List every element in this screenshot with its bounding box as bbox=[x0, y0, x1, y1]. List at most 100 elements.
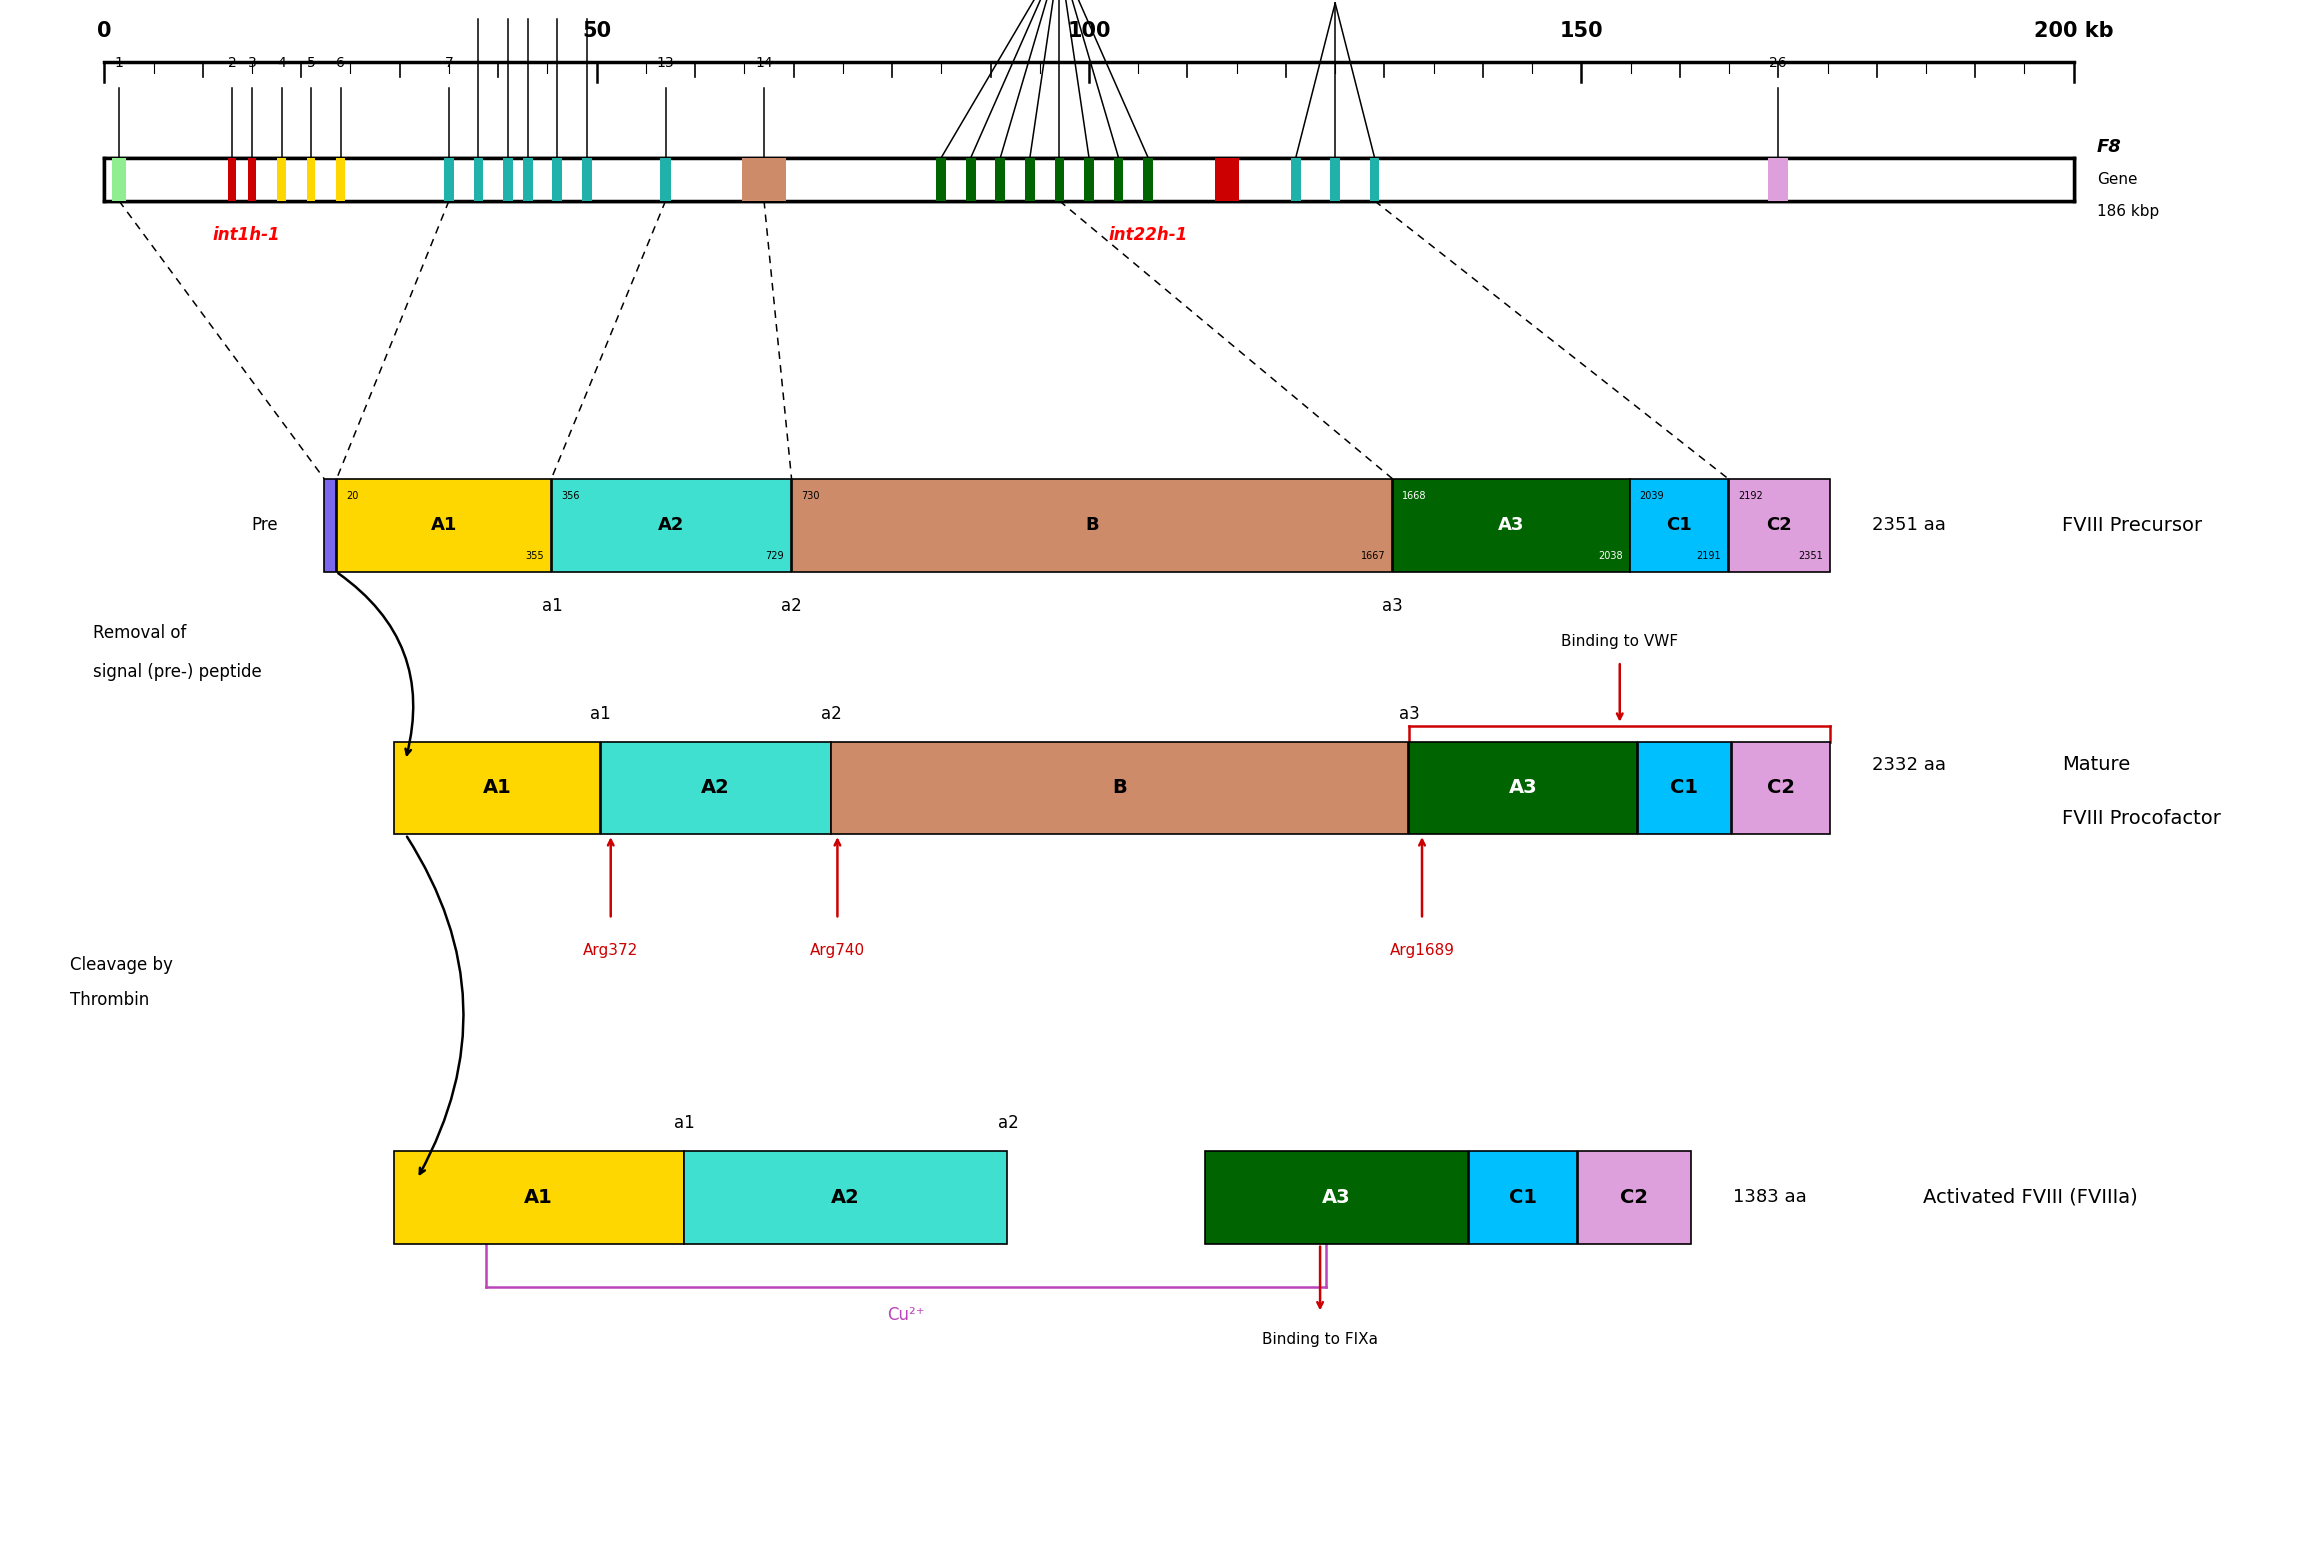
Text: A2: A2 bbox=[832, 1188, 860, 1207]
Text: Arg372: Arg372 bbox=[584, 942, 639, 958]
Text: 1: 1 bbox=[114, 56, 123, 71]
Text: A3: A3 bbox=[1323, 1188, 1351, 1207]
Text: 3: 3 bbox=[248, 56, 257, 71]
Bar bbox=[111, 158, 127, 201]
Text: 2351: 2351 bbox=[1798, 552, 1823, 561]
Text: A2: A2 bbox=[702, 779, 730, 797]
Text: a1: a1 bbox=[542, 596, 563, 615]
Bar bbox=[1393, 479, 1629, 572]
Bar bbox=[1024, 158, 1036, 201]
Text: a3: a3 bbox=[1399, 705, 1420, 723]
Bar bbox=[1214, 158, 1240, 201]
Text: 1383 aa: 1383 aa bbox=[1733, 1188, 1807, 1207]
Text: 729: 729 bbox=[765, 552, 783, 561]
Text: Gene: Gene bbox=[2097, 171, 2136, 187]
Bar bbox=[1409, 742, 1638, 834]
Bar bbox=[278, 158, 285, 201]
Bar bbox=[1469, 1151, 1578, 1244]
Bar bbox=[1205, 1151, 1469, 1244]
Text: F8: F8 bbox=[2097, 138, 2122, 156]
Text: B: B bbox=[1112, 779, 1128, 797]
Text: 5: 5 bbox=[306, 56, 315, 71]
Bar bbox=[551, 479, 790, 572]
Text: 2: 2 bbox=[227, 56, 236, 71]
Text: 100: 100 bbox=[1068, 22, 1110, 40]
Bar bbox=[741, 158, 785, 201]
Text: 20: 20 bbox=[345, 491, 359, 501]
Text: int22h-1: int22h-1 bbox=[1108, 226, 1189, 244]
Bar bbox=[1731, 742, 1830, 834]
Bar bbox=[832, 742, 1409, 834]
Text: FVIII Procofactor: FVIII Procofactor bbox=[2062, 810, 2222, 828]
Text: C2: C2 bbox=[1768, 779, 1796, 797]
Bar bbox=[551, 158, 563, 201]
Text: Binding to VWF: Binding to VWF bbox=[1562, 633, 1678, 649]
Bar bbox=[503, 158, 512, 201]
Bar bbox=[1768, 158, 1789, 201]
Text: a2: a2 bbox=[999, 1114, 1017, 1132]
Text: A1: A1 bbox=[431, 516, 456, 535]
Text: A3: A3 bbox=[1499, 516, 1525, 535]
Bar bbox=[996, 158, 1006, 201]
Bar bbox=[394, 742, 600, 834]
Text: C1: C1 bbox=[1508, 1188, 1536, 1207]
Text: 2038: 2038 bbox=[1599, 552, 1622, 561]
Text: Arg740: Arg740 bbox=[811, 942, 864, 958]
Text: 13: 13 bbox=[656, 56, 674, 71]
Text: Cu²⁺: Cu²⁺ bbox=[887, 1306, 924, 1324]
Text: C1: C1 bbox=[1666, 516, 1691, 535]
Bar bbox=[684, 1151, 1008, 1244]
Text: 50: 50 bbox=[582, 22, 612, 40]
Text: signal (pre-) peptide: signal (pre-) peptide bbox=[93, 663, 262, 681]
Text: 1668: 1668 bbox=[1402, 491, 1427, 501]
Bar bbox=[792, 479, 1393, 572]
Bar bbox=[936, 158, 945, 201]
Text: 14: 14 bbox=[755, 56, 774, 71]
Text: C2: C2 bbox=[1766, 516, 1793, 535]
Text: a3: a3 bbox=[1383, 596, 1404, 615]
Bar bbox=[306, 158, 315, 201]
Text: A2: A2 bbox=[658, 516, 684, 535]
Bar bbox=[248, 158, 255, 201]
Bar bbox=[966, 158, 975, 201]
Text: B: B bbox=[1084, 516, 1098, 535]
Bar bbox=[1631, 479, 1728, 572]
Text: 2192: 2192 bbox=[1738, 491, 1763, 501]
Text: FVIII Precursor: FVIII Precursor bbox=[2062, 516, 2201, 535]
Text: C1: C1 bbox=[1671, 779, 1698, 797]
Text: 6: 6 bbox=[336, 56, 345, 71]
Text: 26: 26 bbox=[1770, 56, 1786, 71]
Text: 1667: 1667 bbox=[1360, 552, 1386, 561]
Text: 7: 7 bbox=[445, 56, 454, 71]
Text: 730: 730 bbox=[802, 491, 820, 501]
Text: 0: 0 bbox=[97, 22, 111, 40]
Bar bbox=[524, 158, 533, 201]
Text: 2191: 2191 bbox=[1696, 552, 1722, 561]
Text: Pre: Pre bbox=[253, 516, 278, 535]
Text: C2: C2 bbox=[1620, 1188, 1647, 1207]
Text: 186 kbp: 186 kbp bbox=[2097, 204, 2159, 219]
Bar bbox=[1142, 158, 1154, 201]
Bar bbox=[600, 742, 829, 834]
Text: 150: 150 bbox=[1559, 22, 1603, 40]
Bar bbox=[582, 158, 591, 201]
Text: A1: A1 bbox=[524, 1188, 554, 1207]
Text: 355: 355 bbox=[526, 552, 544, 561]
Text: A1: A1 bbox=[482, 779, 512, 797]
Bar bbox=[104, 158, 2074, 201]
Text: A3: A3 bbox=[1508, 779, 1538, 797]
Text: Thrombin: Thrombin bbox=[70, 992, 148, 1009]
Text: 2332 aa: 2332 aa bbox=[1872, 756, 1946, 774]
Text: Cleavage by: Cleavage by bbox=[70, 956, 171, 973]
Bar bbox=[1291, 158, 1300, 201]
Bar bbox=[394, 1151, 684, 1244]
Bar bbox=[473, 158, 484, 201]
Text: 4: 4 bbox=[278, 56, 285, 71]
Text: a2: a2 bbox=[820, 705, 841, 723]
Bar bbox=[1330, 158, 1339, 201]
Text: Binding to FIXa: Binding to FIXa bbox=[1263, 1332, 1379, 1347]
Bar bbox=[1084, 158, 1094, 201]
Text: a2: a2 bbox=[781, 596, 802, 615]
Text: int1h-1: int1h-1 bbox=[213, 226, 280, 244]
Bar bbox=[1638, 742, 1731, 834]
